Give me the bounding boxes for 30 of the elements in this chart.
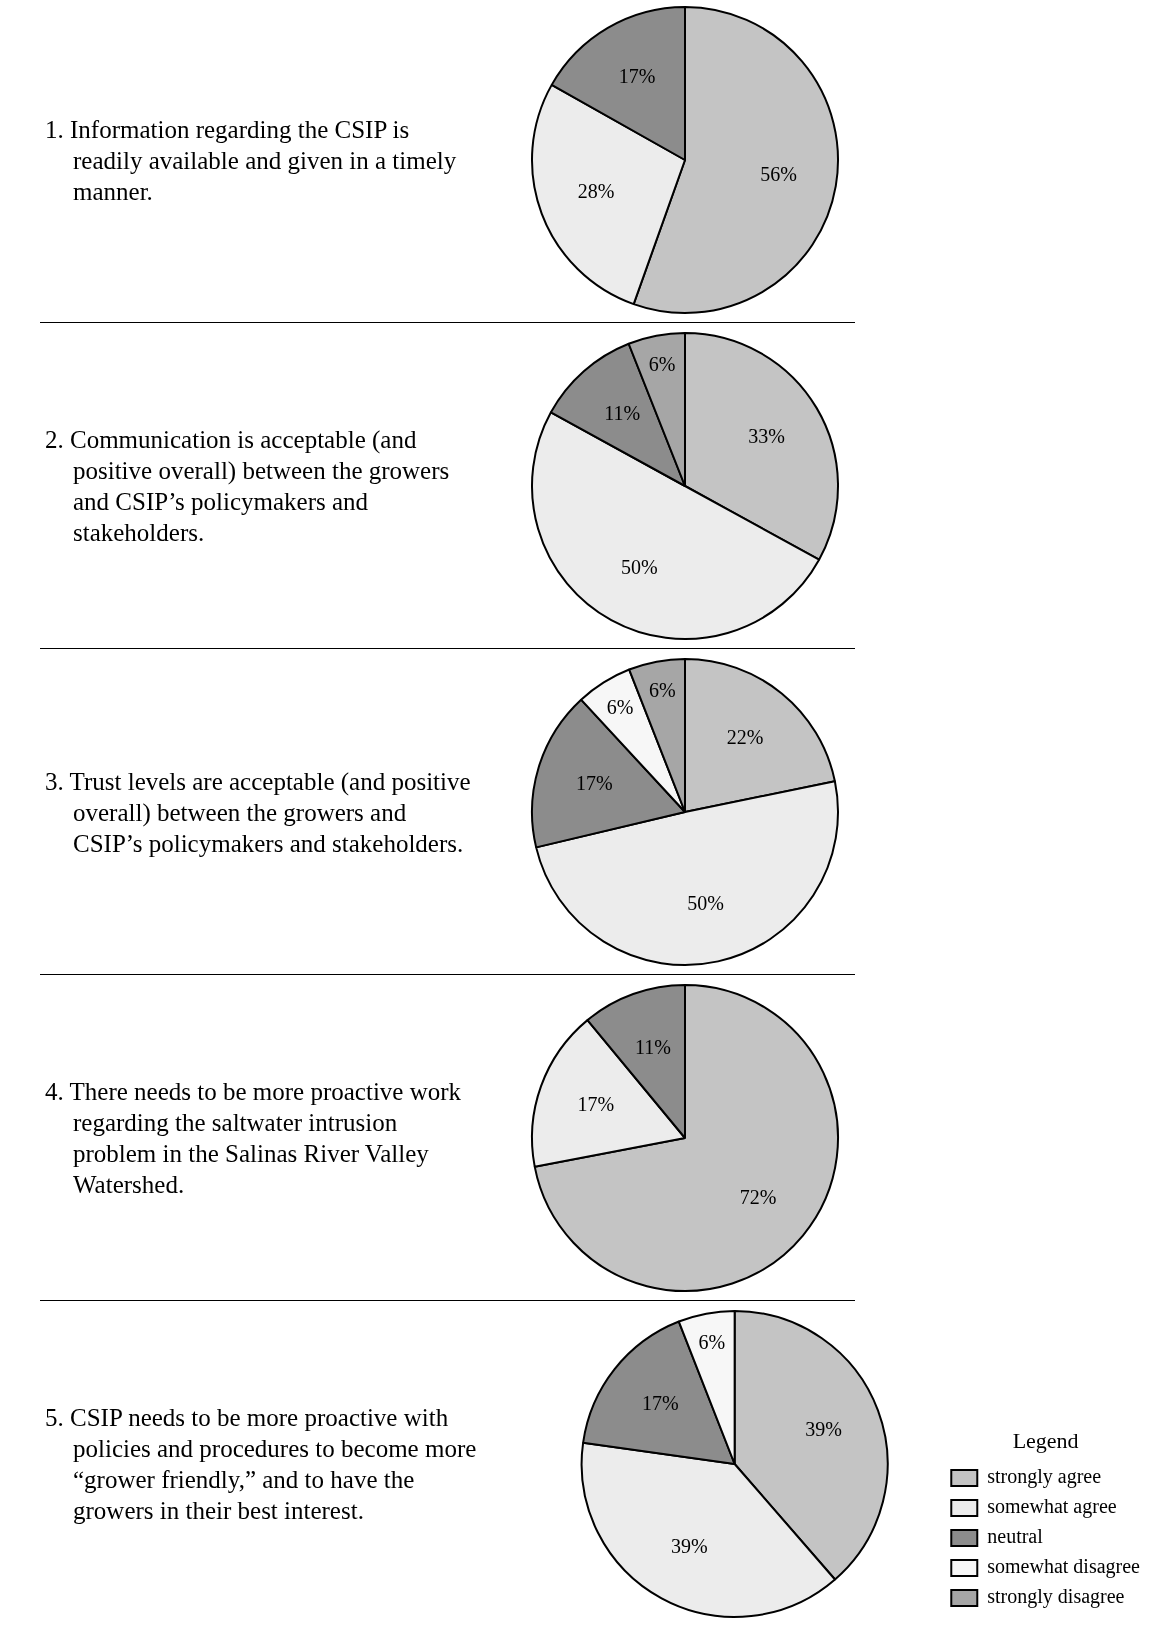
text: 5. CSIP needs to be more proactive with policies and procedures to become more “grower friendly,” and to have the growers in their best interest. (45, 1403, 478, 1526)
legend-label: neutral (987, 1525, 1044, 1548)
legend-label: somewhat agree (987, 1495, 1117, 1519)
data-label: 6% (648, 353, 676, 376)
legend-label: strongly disagree (987, 1585, 1125, 1609)
data-label: 17% (618, 65, 656, 88)
data-label: 6% (648, 678, 676, 701)
legend-label: somewhat disagree (987, 1555, 1141, 1579)
data-label: 39% (671, 1534, 708, 1557)
data-label: 17% (641, 1392, 679, 1415)
data-label: 22% (726, 725, 764, 748)
legend-title: Legend (1012, 1428, 1079, 1454)
data-label: 72% (739, 1185, 777, 1208)
data-label: 17% (577, 1093, 615, 1116)
data-label: 17% (575, 771, 613, 794)
text: 2. Communication is acceptable (and positive overall) between the growers and CSIP’s policymakers and stakeholders. (45, 425, 451, 548)
data-label: 28% (577, 180, 615, 203)
data-label: 50% (687, 891, 724, 914)
data-label: 11% (604, 402, 641, 425)
data-label: 50% (620, 556, 658, 579)
text: 1. Information regarding the CSIP is readily available and given in a timely manner. (45, 114, 458, 207)
data-label: 6% (698, 1330, 726, 1353)
data-label: 33% (748, 424, 785, 447)
data-label: 39% (805, 1418, 842, 1441)
data-label: 6% (606, 695, 634, 718)
data-label: 11% (634, 1036, 671, 1058)
text: 4. There needs to be more proactive work regarding the saltwater intrusion problem in the Salinas River Valley Watershed. (45, 1077, 463, 1200)
text: 3. Trust levels are acceptable (and positive overall) between the growers and CSIP’s policymakers and stakeholders. (45, 766, 472, 859)
legend-label: strongly agree (987, 1465, 1102, 1489)
data-label: 56% (760, 163, 797, 186)
